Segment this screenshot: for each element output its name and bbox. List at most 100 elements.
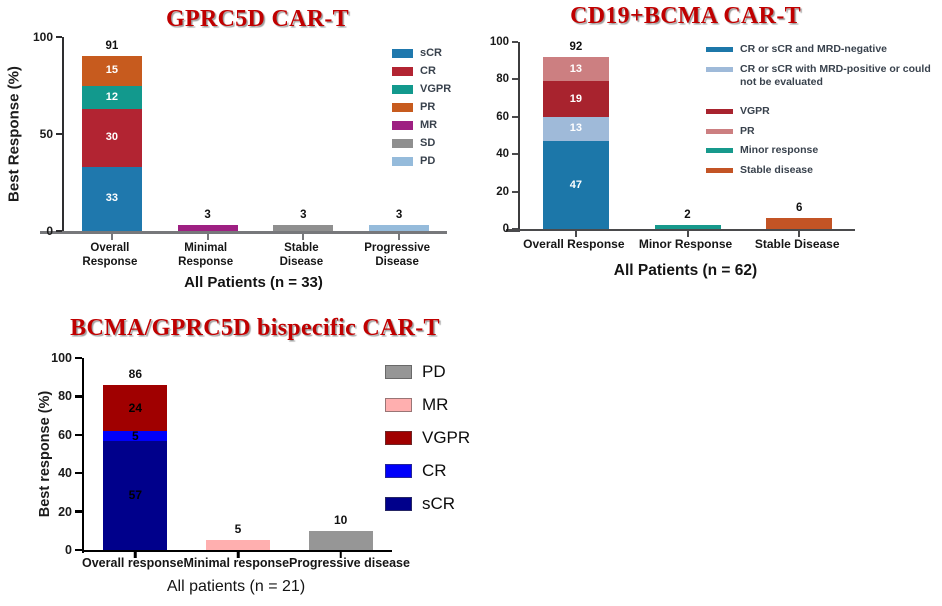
x-tick-mark — [110, 234, 113, 240]
y-tick-0: 0 — [65, 543, 82, 557]
bar-segment-stable-disease — [766, 217, 833, 229]
y-tick-label: 40 — [496, 148, 509, 161]
chart-title: GPRC5D CAR-T — [166, 6, 349, 32]
y-tick-mark — [512, 153, 518, 156]
legend-item-vgpr: VGPR — [385, 428, 470, 448]
legend-label: VGPR — [740, 104, 770, 117]
chart-cd19-bcma-car-t: CD19+BCMA CAR-T 0 20 40 60 80 100 47 13 19 13 92 2… — [478, 0, 942, 300]
legend-label: PR — [420, 101, 436, 113]
y-tick-mark — [75, 471, 82, 475]
legend-label: MR — [420, 119, 438, 131]
legend: CR or sCR and MRD-negative CR or sCR with… — [706, 43, 942, 183]
x-axis-line — [40, 231, 64, 234]
legend-swatch — [385, 431, 412, 445]
segment-value-label: 12 — [105, 90, 118, 103]
bar-total-label: 3 — [395, 209, 403, 222]
x-tick-label-minimal-response: Minimal Response — [178, 242, 234, 269]
y-tick-80: 80 — [58, 389, 82, 403]
bar-segment-cr: 30 — [81, 108, 142, 167]
bar-slot-overall-response: 47 13 19 13 92 — [520, 41, 632, 237]
segment-value-label: 33 — [105, 192, 118, 205]
bar-segment-vgpr: 19 — [542, 81, 609, 117]
y-tick-label: 40 — [58, 466, 72, 481]
stacked-bar-progressive-disease — [308, 358, 373, 550]
bar-total-label: 5 — [234, 522, 242, 537]
legend-swatch — [706, 108, 733, 114]
x-tick-mark — [398, 234, 401, 240]
legend-label: MR — [422, 395, 449, 414]
legend-swatch — [706, 66, 733, 72]
legend-item-sd: SD — [392, 137, 451, 149]
bar-total-label: 3 — [300, 209, 307, 222]
stacked-bar-minor-response — [654, 42, 721, 229]
x-tick-mark — [339, 552, 342, 558]
x-axis-label: All Patients (n = 62) — [613, 262, 758, 279]
y-tick-60: 60 — [58, 428, 82, 442]
legend-label: Stable disease — [740, 163, 813, 176]
legend: PD MR VGPR CR sCR — [385, 362, 470, 527]
legend-swatch — [392, 138, 413, 148]
x-tick-mark — [686, 231, 689, 237]
y-tick-100: 100 — [490, 36, 518, 48]
stacked-bar-progressive-disease — [369, 37, 430, 231]
y-tick-mark — [75, 510, 82, 513]
y-tick-80: 80 — [496, 73, 518, 85]
legend-item-pd: PD — [385, 362, 470, 382]
bar-slot-minimal-response: 5 — [187, 358, 290, 558]
y-tick-mark — [512, 190, 518, 193]
x-tick-mark — [302, 234, 305, 240]
y-tick-mark — [75, 395, 82, 398]
legend-swatch — [385, 497, 412, 511]
legend-label: PD — [420, 155, 436, 167]
y-tick-label: 20 — [58, 504, 72, 519]
x-tick-labels: Overall response Minimal response Progress… — [82, 556, 410, 572]
y-tick-label: 60 — [58, 427, 72, 442]
segment-value-label: 13 — [569, 62, 582, 75]
x-axis-label: All Patients (n = 33) — [184, 274, 323, 291]
chart-gprc5d-car-t: GPRC5D CAR-T Best Response (%) 0 50 100 33… — [0, 0, 470, 305]
legend-swatch — [706, 167, 733, 173]
y-tick-label: 100 — [51, 351, 72, 365]
chart-bcma-gprc5d-bispecific-car-t: BCMA/GPRC5D bispecific CAR-T Best respon… — [25, 306, 495, 606]
legend-swatch — [392, 102, 413, 112]
bar-segment-mr — [206, 540, 270, 550]
x-tick-mark — [574, 231, 577, 237]
y-tick-label: 0 — [46, 224, 53, 238]
x-tick-label-overall-response: Overall response — [82, 556, 184, 570]
bar-slot-progressive-disease: 10 — [289, 358, 392, 558]
x-tick-mark — [798, 231, 801, 237]
segment-value-label: 47 — [569, 178, 582, 191]
bar-segment-pr: 15 — [81, 56, 142, 86]
segment-value-label: 5 — [131, 428, 139, 443]
bar-segment-vgpr: 12 — [81, 85, 142, 109]
legend-label: CR — [422, 461, 447, 480]
bar-slot-minor-response: 2 — [632, 42, 744, 237]
x-axis-line — [506, 229, 520, 232]
legend-item-scr: sCR — [392, 47, 451, 59]
y-tick-label: 20 — [496, 185, 509, 198]
bar-segment-cr-or-scr-with-mrd-positive-or-could-not-be-evaluated: 13 — [542, 116, 609, 142]
bar-segment-cr-or-scr-and-mrd-negative: 47 — [542, 141, 609, 229]
y-tick-0: 0 — [503, 223, 518, 235]
y-tick-mark — [56, 36, 62, 38]
x-axis-label: All patients (n = 21) — [166, 578, 306, 595]
y-tick-mark — [56, 230, 62, 232]
bar-group: 33 30 12 15 91 3 3 3 — [64, 37, 447, 240]
x-axis-line — [81, 550, 84, 553]
bar-total-label: 86 — [128, 366, 143, 381]
y-tick-40: 40 — [58, 466, 82, 480]
legend-item-minor-response: Minor response — [706, 144, 942, 158]
bar-slot-overall-response: 57 5 24 86 — [84, 358, 187, 558]
bar-total-label: 91 — [105, 40, 119, 53]
y-tick-100: 100 — [51, 351, 82, 365]
legend-label: CR or sCR with MRD-positive or could not… — [740, 62, 931, 89]
segment-value-label: 30 — [105, 131, 118, 144]
bar-segment-pd — [308, 530, 373, 550]
bar-slot-stable-disease: 3 — [256, 37, 352, 240]
legend-item-mr: MR — [392, 119, 451, 131]
legend-swatch — [385, 464, 412, 478]
stacked-bar-stable-disease — [273, 37, 334, 231]
bar-segment-minor-response — [654, 225, 721, 229]
y-tick-mark — [75, 356, 82, 360]
